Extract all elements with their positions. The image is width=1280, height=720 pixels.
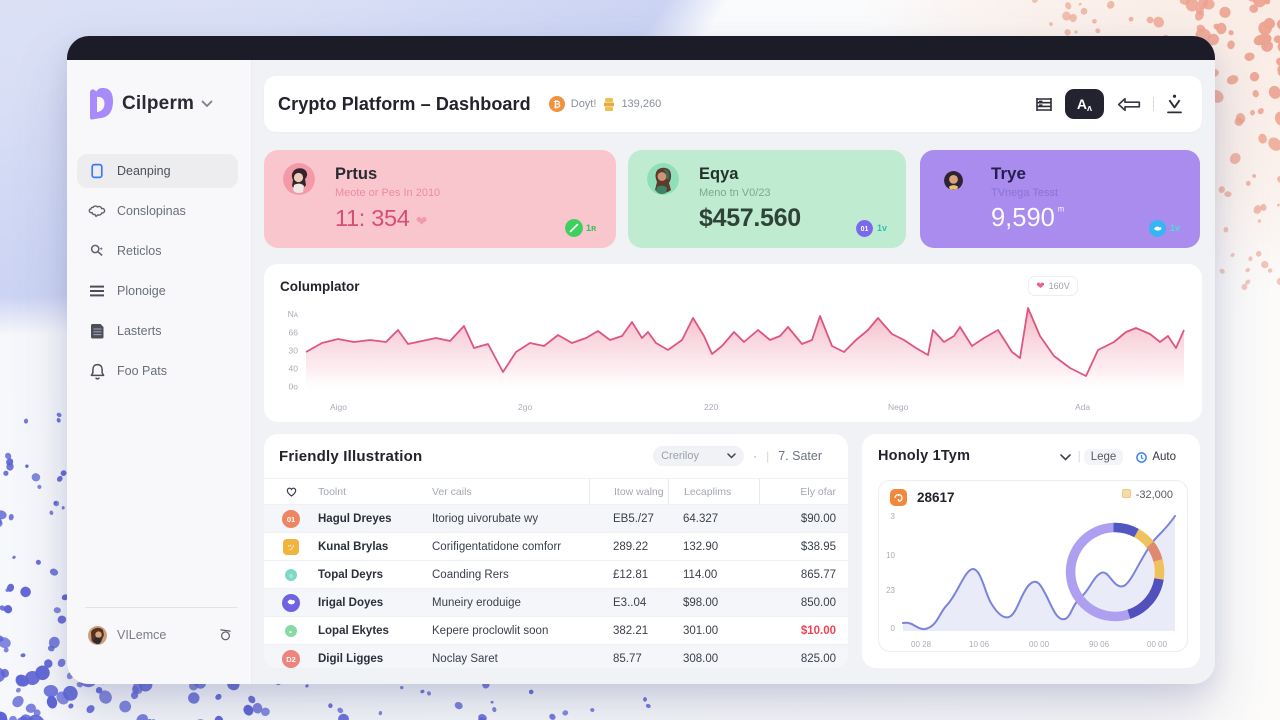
- svg-text:10: 10: [886, 551, 895, 560]
- svg-text:40: 40: [289, 364, 299, 374]
- svg-text:Nᴀ: Nᴀ: [288, 309, 299, 319]
- svg-text:30: 30: [289, 346, 299, 356]
- svg-text:01: 01: [287, 515, 295, 524]
- svg-text:▸: ▸: [290, 629, 293, 635]
- svg-text:01: 01: [861, 226, 869, 233]
- svg-text:90 06: 90 06: [1089, 640, 1110, 649]
- svg-text:10 06: 10 06: [969, 640, 990, 649]
- svg-text:2go: 2go: [518, 402, 532, 412]
- svg-text:23: 23: [886, 586, 895, 595]
- svg-text:D2: D2: [286, 655, 296, 664]
- svg-text:Aigo: Aigo: [330, 402, 347, 412]
- svg-text:ツ: ツ: [287, 543, 295, 552]
- svg-text:00 00: 00 00: [1147, 640, 1168, 649]
- svg-text:0: 0: [891, 624, 896, 633]
- svg-text:00 00: 00 00: [1029, 640, 1050, 649]
- svg-text:3: 3: [891, 512, 896, 521]
- svg-text:Nego: Nego: [888, 402, 909, 412]
- svg-text:Ada: Ada: [1075, 402, 1090, 412]
- svg-text:220: 220: [704, 402, 718, 412]
- svg-text:00 28: 00 28: [911, 640, 932, 649]
- svg-text:0ᴏ: 0ᴏ: [289, 382, 299, 392]
- svg-text:₿: ₿: [553, 99, 560, 109]
- svg-text:o: o: [289, 573, 292, 579]
- svg-text:66: 66: [289, 328, 299, 338]
